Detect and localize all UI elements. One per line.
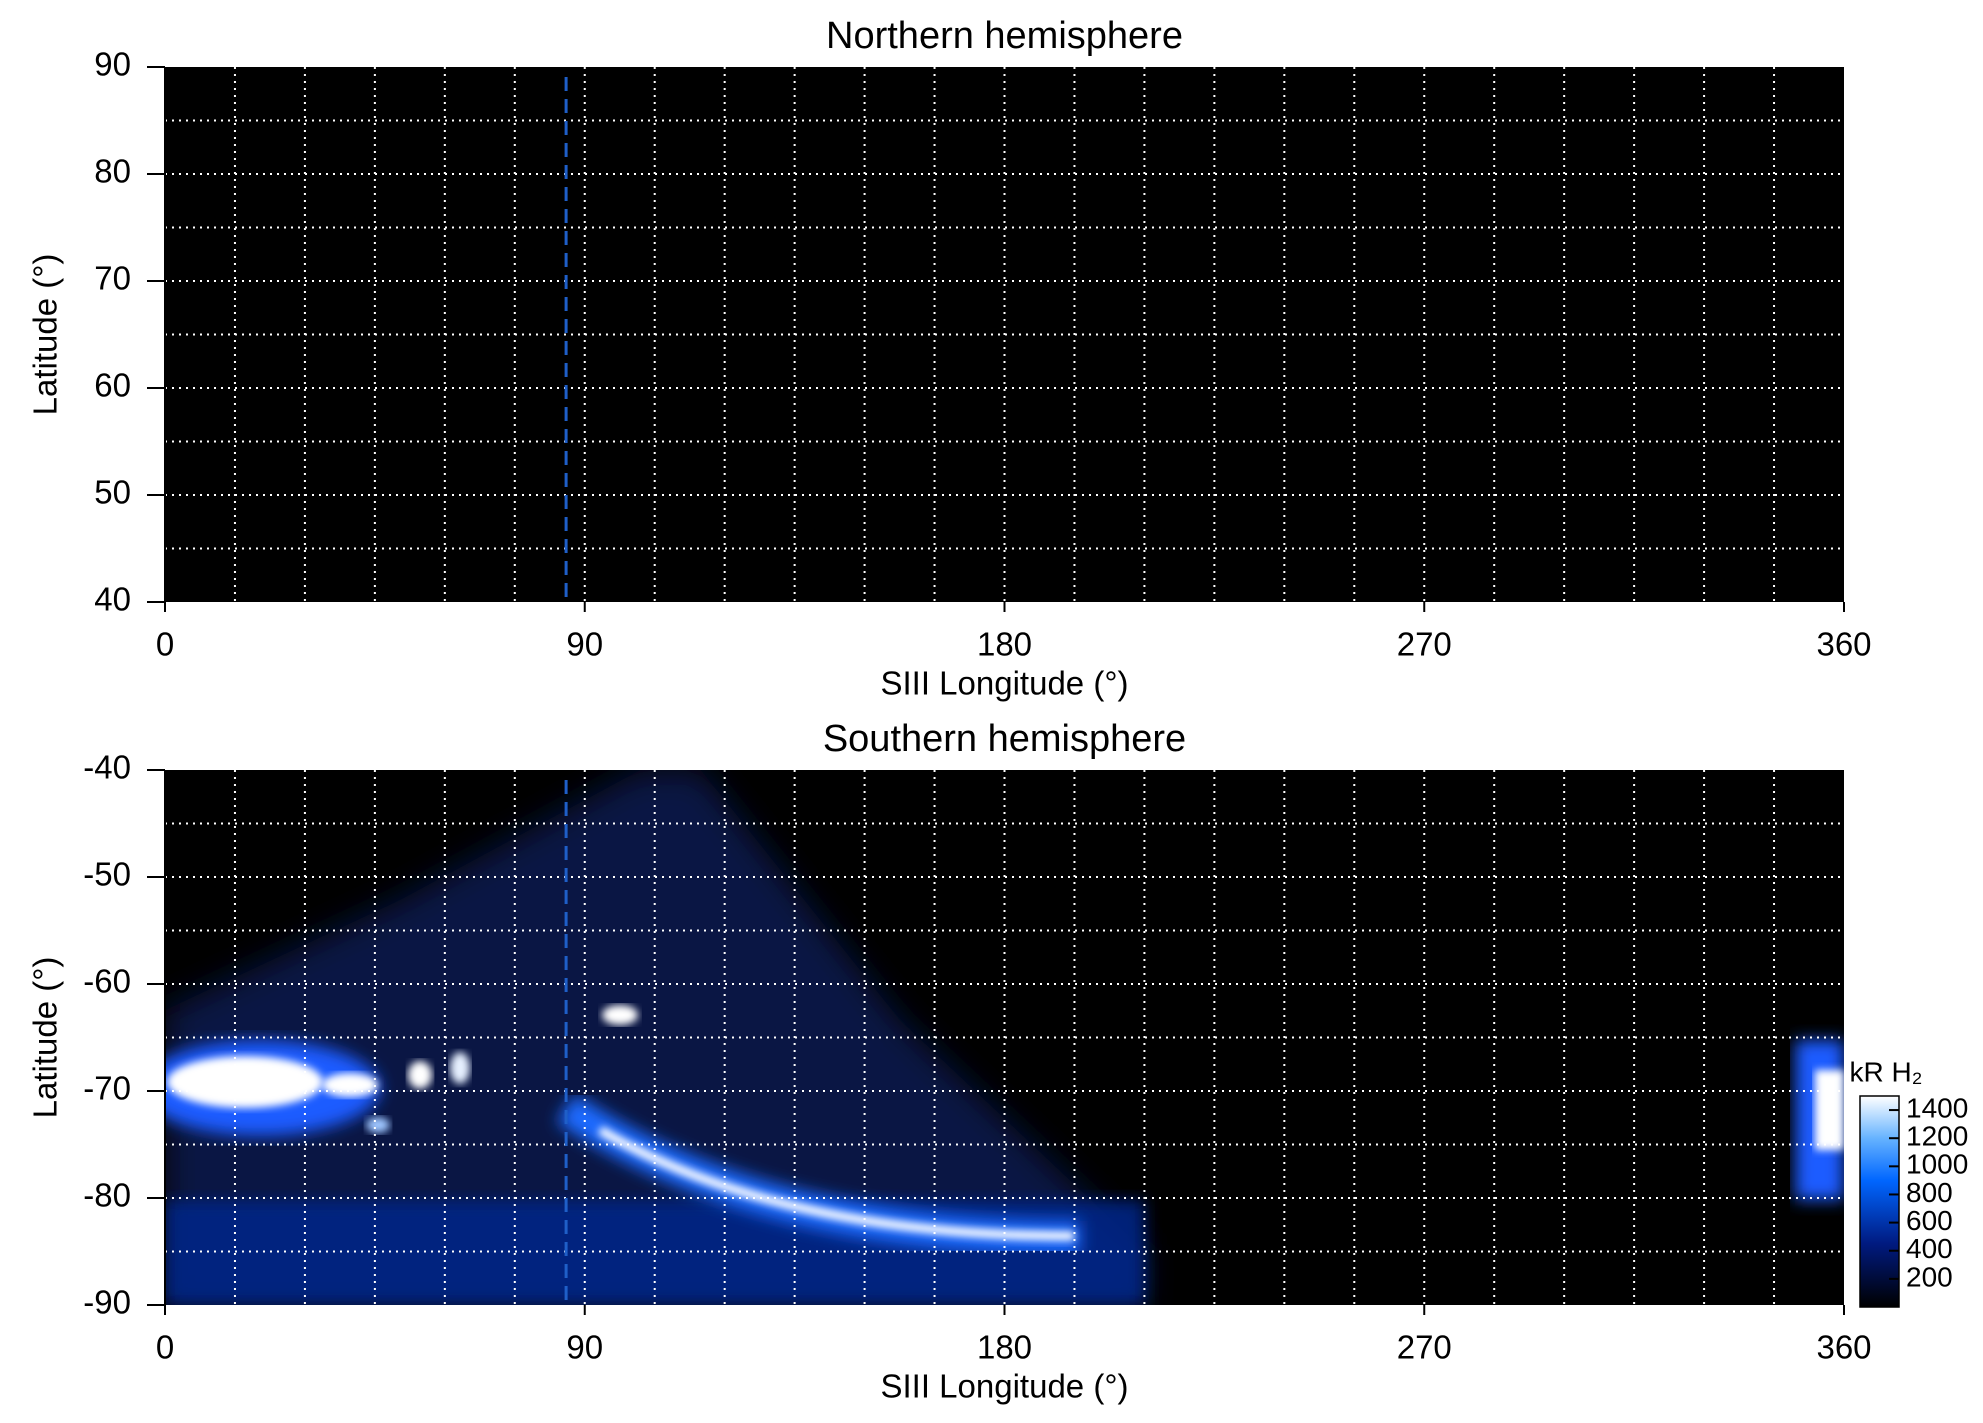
x-tick-label: 360 [1816,1329,1871,1366]
x-tick-label: 0 [156,626,174,663]
colorbar-tick-label: 200 [1906,1261,1953,1292]
colorbar-tick-label: 800 [1906,1177,1953,1208]
x-axis-label: SIII Longitude (°) [881,665,1129,702]
y-tick-label: -70 [83,1070,131,1107]
colorbar-tick-label: 1400 [1906,1092,1968,1123]
x-tick-label: 180 [977,1329,1032,1366]
y-tick-label: 50 [94,474,131,511]
chart-title: Northern hemisphere [826,15,1183,57]
y-tick-label: 40 [94,581,131,618]
colorbar-tick-label: 1200 [1906,1121,1968,1152]
x-tick-label: 360 [1816,626,1871,663]
y-tick-label: 90 [94,46,131,83]
colorbar-tick-label: 1000 [1906,1149,1968,1180]
x-axis-label: SIII Longitude (°) [881,1368,1129,1405]
x-tick-label: 90 [566,1329,603,1366]
y-tick-label: 80 [94,153,131,190]
colorbar-tick-label: 400 [1906,1233,1953,1264]
x-tick-label: 90 [566,626,603,663]
x-tick-label: 270 [1397,626,1452,663]
y-tick-label: -80 [83,1177,131,1214]
colorbar-tick-label: 600 [1906,1205,1953,1236]
y-tick-label: -50 [83,856,131,893]
chart-title: Southern hemisphere [823,718,1186,760]
y-axis-label: Latitude (°) [27,957,64,1119]
y-tick-label: 70 [94,260,131,297]
x-tick-label: 270 [1397,1329,1452,1366]
y-tick-label: 60 [94,367,131,404]
y-tick-label: -40 [83,749,131,786]
x-tick-label: 0 [156,1329,174,1366]
colorbar [1859,1095,1900,1308]
y-tick-label: -90 [83,1284,131,1321]
colorbar-label: kR H₂ [1849,1056,1922,1087]
y-axis-label: Latitude (°) [27,254,64,416]
y-tick-label: -60 [83,963,131,1000]
x-tick-label: 180 [977,626,1032,663]
